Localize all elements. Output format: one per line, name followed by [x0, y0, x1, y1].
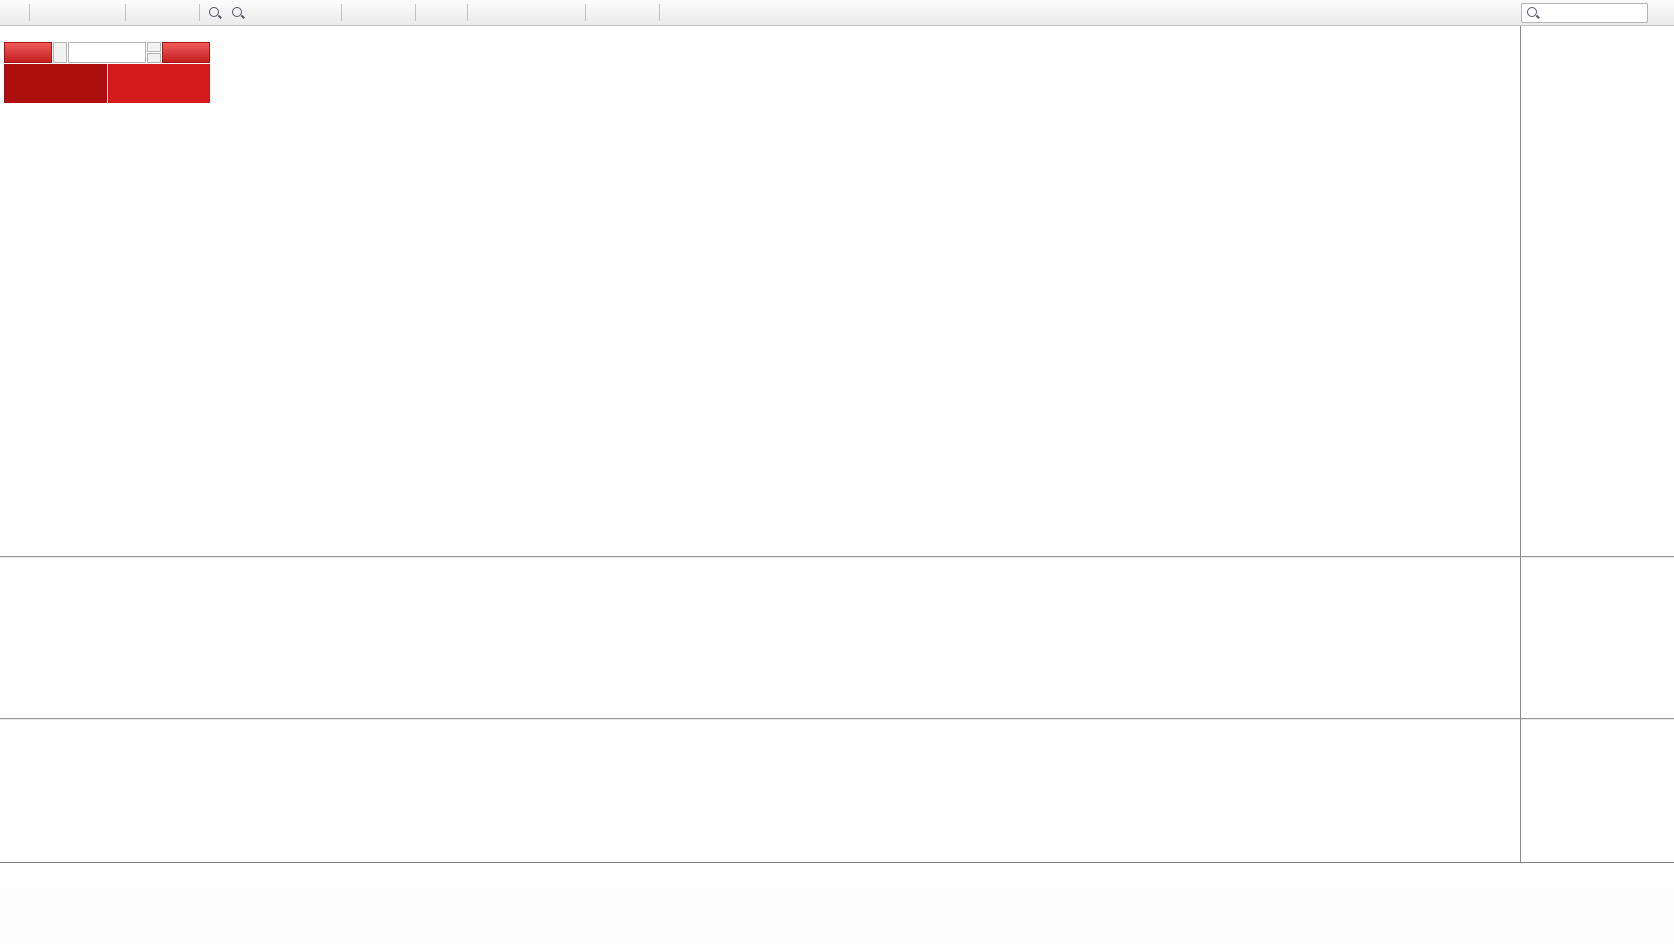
toolbar-separator	[341, 4, 342, 21]
text-tool-button[interactable]	[590, 2, 611, 23]
trendline-tool-button[interactable]	[516, 2, 537, 23]
volume-spinner	[147, 42, 161, 63]
crosshair-tool-button[interactable]	[442, 2, 463, 23]
toolbar-separator	[125, 4, 126, 21]
rsi-svg[interactable]	[0, 720, 1520, 862]
candle-chart-mode-button[interactable]	[152, 2, 173, 23]
zoom-in-icon	[208, 6, 222, 20]
cursor-tool-button[interactable]	[420, 2, 441, 23]
toolbar-separator	[659, 4, 660, 21]
bar-chart-mode-button[interactable]	[130, 2, 151, 23]
rsi-pane[interactable]	[0, 720, 1674, 862]
shapes-tool-button[interactable]	[634, 2, 655, 23]
toolbar-separator	[467, 4, 468, 21]
search-icon	[1526, 6, 1540, 20]
one-click-trading-panel	[4, 42, 210, 103]
horizontal-line-tool-button[interactable]	[494, 2, 515, 23]
refresh-button[interactable]	[78, 2, 99, 23]
main-chart-pane[interactable]	[0, 26, 1674, 556]
main-candles-svg[interactable]	[0, 26, 1520, 556]
line-chart-mode-button[interactable]	[174, 2, 195, 23]
search-box[interactable]	[1521, 2, 1648, 23]
macd-svg[interactable]	[0, 558, 1520, 718]
auto-trading-button[interactable]	[100, 2, 121, 23]
volume-down-button[interactable]	[147, 53, 161, 63]
zoom-out-icon	[231, 6, 245, 20]
periods-button[interactable]	[368, 2, 389, 23]
buy-price-tile[interactable]	[107, 64, 210, 103]
templates-button[interactable]	[390, 2, 411, 23]
fibonacci-tool-button[interactable]	[560, 2, 581, 23]
tile-windows-button[interactable]	[250, 2, 271, 23]
text-label-tool-button[interactable]	[612, 2, 633, 23]
mailbox-button[interactable]	[1649, 2, 1670, 23]
sell-price-tile[interactable]	[4, 64, 107, 103]
pane-divider-rsi[interactable]	[0, 718, 1674, 720]
sell-button[interactable]	[4, 42, 52, 63]
buy-button[interactable]	[162, 42, 210, 63]
toolbar-separator	[29, 4, 30, 21]
status-bar	[0, 887, 1674, 944]
chart-shift-button[interactable]	[316, 2, 337, 23]
zoom-in-button[interactable]	[204, 2, 226, 23]
profile-button[interactable]	[56, 2, 77, 23]
zoom-out-button[interactable]	[227, 2, 249, 23]
toolbar-separator	[585, 4, 586, 21]
volume-up-button[interactable]	[147, 42, 161, 52]
channel-tool-button[interactable]	[538, 2, 559, 23]
pane-divider-macd[interactable]	[0, 556, 1674, 558]
toolbar	[0, 0, 1674, 26]
volume-dropdown-button[interactable]	[53, 42, 67, 63]
community-button[interactable]	[34, 2, 55, 23]
volume-input[interactable]	[69, 43, 145, 62]
vertical-line-tool-button[interactable]	[472, 2, 493, 23]
auto-scroll-button[interactable]	[294, 2, 315, 23]
price-axis-border	[1520, 26, 1521, 862]
macd-pane[interactable]	[0, 558, 1674, 718]
toolbar-separator	[415, 4, 416, 21]
time-axis[interactable]	[0, 862, 1674, 886]
toolbar-separator	[199, 4, 200, 21]
indicators-button[interactable]	[346, 2, 367, 23]
grid-button[interactable]	[272, 2, 293, 23]
search-input[interactable]	[1543, 4, 1643, 21]
new-order-button[interactable]	[4, 2, 25, 23]
